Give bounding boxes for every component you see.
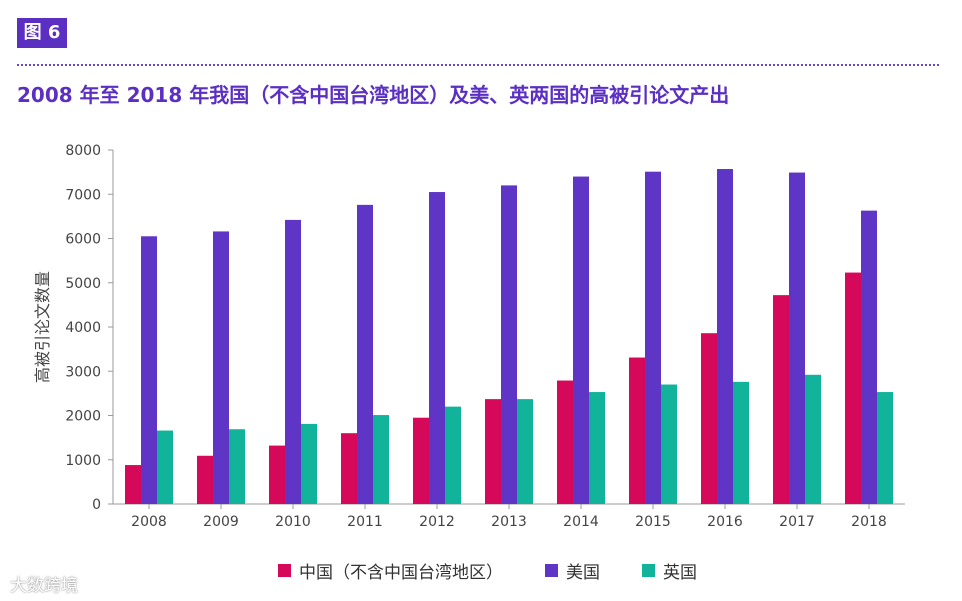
y-tick-label: 3000	[65, 364, 101, 380]
x-tick-label: 2015	[635, 514, 671, 530]
legend: 中国（不含中国台湾地区） 美国 英国	[278, 558, 739, 583]
bar-usa-2017	[789, 172, 805, 504]
x-tick-label: 2013	[491, 514, 527, 530]
bar-uk-2009	[229, 429, 245, 504]
y-tick-label: 0	[92, 497, 101, 513]
bar-usa-2008	[141, 236, 157, 504]
bar-china-2017	[773, 295, 789, 504]
x-tick-label: 2009	[203, 514, 239, 530]
bar-usa-2011	[357, 204, 373, 504]
bar-usa-2015	[645, 171, 661, 504]
bar-uk-2017	[805, 374, 821, 504]
legend-item-uk: 英国	[642, 558, 697, 583]
bar-china-2013	[485, 399, 501, 504]
bar-uk-2015	[661, 384, 677, 504]
legend-swatch-uk	[642, 564, 655, 577]
x-tick-label: 2017	[779, 514, 815, 530]
bar-china-2009	[197, 455, 213, 504]
chart-title: 2008 年至 2018 年我国（不含中国台湾地区）及美、英两国的高被引论文产出	[17, 83, 730, 107]
bar-china-2008	[125, 465, 141, 504]
bar-usa-2012	[429, 192, 445, 504]
x-tick-label: 2008	[131, 514, 167, 530]
y-tick-label: 8000	[65, 143, 101, 159]
bar-usa-2013	[501, 185, 517, 504]
bar-uk-2013	[517, 399, 533, 504]
bar-china-2015	[629, 357, 645, 504]
y-tick-label: 6000	[65, 232, 101, 248]
x-tick-label: 2011	[347, 514, 383, 530]
x-tick-label: 2016	[707, 514, 743, 530]
y-tick-label: 4000	[65, 320, 101, 336]
bar-usa-2009	[213, 231, 229, 505]
bar-china-2016	[701, 333, 717, 504]
bar-uk-2008	[157, 430, 173, 504]
legend-swatch-china	[278, 564, 291, 577]
bar-china-2011	[341, 433, 357, 504]
y-tick-label: 2000	[65, 409, 101, 425]
legend-item-usa: 美国	[545, 558, 600, 583]
x-tick-label: 2010	[275, 514, 311, 530]
bar-china-2010	[269, 445, 285, 504]
bar-uk-2012	[445, 406, 461, 504]
bar-china-2012	[413, 417, 429, 504]
x-tick-label: 2018	[851, 514, 887, 530]
bar-china-2014	[557, 380, 573, 504]
legend-item-china: 中国（不含中国台湾地区）	[278, 558, 503, 583]
bar-uk-2010	[301, 423, 317, 504]
bar-uk-2011	[373, 415, 389, 504]
y-tick-label: 5000	[65, 276, 101, 292]
watermark: 大数跨境	[10, 576, 78, 596]
x-tick-label: 2012	[419, 514, 455, 530]
legend-swatch-usa	[545, 564, 558, 577]
y-tick-label: 1000	[65, 453, 101, 469]
y-tick-label: 7000	[65, 187, 101, 203]
bar-usa-2018	[861, 210, 877, 504]
legend-label-china: 中国（不含中国台湾地区）	[299, 563, 503, 583]
figure-label-badge: 图 6	[17, 18, 67, 48]
bar-usa-2010	[285, 219, 301, 505]
bar-uk-2014	[589, 392, 605, 504]
dotted-divider	[17, 64, 939, 66]
bar-uk-2018	[877, 392, 893, 504]
bar-usa-2014	[573, 176, 589, 505]
bar-uk-2016	[733, 381, 749, 504]
legend-label-uk: 英国	[663, 563, 697, 583]
legend-label-usa: 美国	[566, 563, 600, 583]
bar-usa-2016	[717, 169, 733, 504]
x-tick-label: 2014	[563, 514, 599, 530]
bar-china-2018	[845, 272, 861, 504]
y-axis-title: 高被引论文数量	[33, 271, 52, 383]
